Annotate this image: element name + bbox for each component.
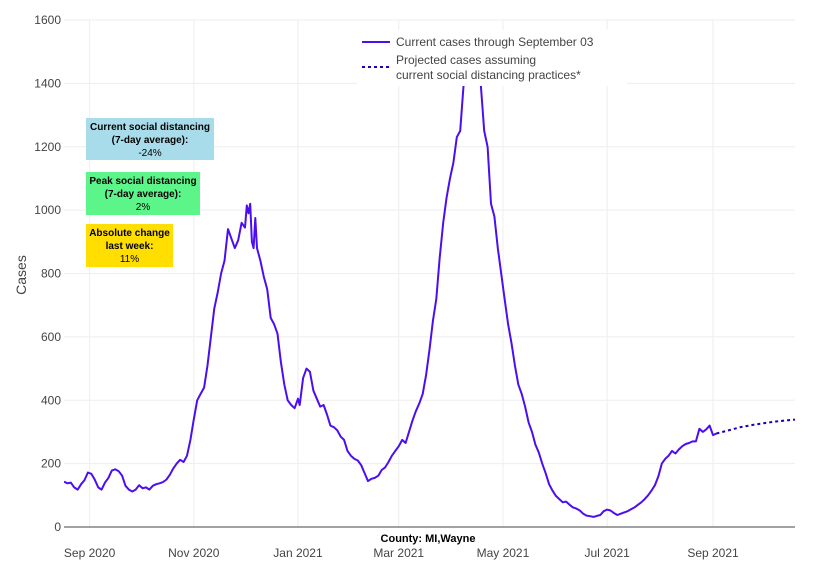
annotation-box bbox=[86, 172, 200, 215]
series-layer bbox=[64, 66, 795, 518]
projected-cases-line bbox=[716, 418, 795, 435]
annotation-box bbox=[86, 224, 173, 267]
legend-background bbox=[357, 30, 627, 86]
annotation-title: Current social distancing bbox=[90, 122, 210, 133]
legend-label-line: current social distancing practices* bbox=[396, 68, 581, 82]
y-tick-label: 200 bbox=[41, 457, 61, 471]
x-tick-label: May 2021 bbox=[477, 546, 530, 560]
annotation-value: 11% bbox=[120, 254, 139, 265]
annotation-boxes: Current social distancing (7-day average)… bbox=[86, 118, 214, 267]
legend: Current cases through September 03 Projec… bbox=[357, 30, 627, 86]
axes: 0 200 400 600 800 1000 1200 1400 1600 Sep 2020 Nov… bbox=[34, 13, 795, 560]
y-axis-label: Cases bbox=[13, 255, 29, 295]
annotation-title: last week: bbox=[106, 241, 154, 252]
current-cases-line bbox=[64, 66, 717, 518]
annotation-title: Peak social distancing bbox=[89, 176, 196, 187]
y-tick-label: 1400 bbox=[34, 76, 61, 90]
annotation-title: Absolute change bbox=[89, 228, 170, 239]
y-tick-label: 400 bbox=[41, 393, 61, 407]
legend-label-projected: Projected cases assuming current social d… bbox=[396, 53, 581, 82]
y-tick-label: 800 bbox=[41, 267, 61, 281]
annotation-box bbox=[86, 118, 214, 160]
y-tick-label: 1600 bbox=[34, 13, 61, 27]
annotation-value: 2% bbox=[136, 202, 151, 213]
county-label: County: MI,Wayne bbox=[381, 533, 476, 545]
x-tick-label: Mar 2021 bbox=[373, 546, 424, 560]
legend-label-line: Projected cases assuming bbox=[396, 53, 536, 67]
y-tick-label: 0 bbox=[54, 520, 61, 534]
x-tick-label: Jul 2021 bbox=[584, 546, 630, 560]
annotation-title: (7-day average): bbox=[105, 189, 182, 200]
x-tick-label: Nov 2020 bbox=[168, 546, 220, 560]
annotation-title: (7-day average): bbox=[112, 135, 189, 146]
grid bbox=[64, 19, 795, 527]
x-tick-label: Sep 2020 bbox=[64, 546, 116, 560]
legend-label-current: Current cases through September 03 bbox=[396, 35, 594, 49]
y-tick-label: 1000 bbox=[34, 203, 61, 217]
y-tick-label: 1200 bbox=[34, 140, 61, 154]
x-tick-label: Sep 2021 bbox=[687, 546, 739, 560]
annotation-value: -24% bbox=[138, 148, 161, 159]
y-tick-label: 600 bbox=[41, 330, 61, 344]
x-tick-label: Jan 2021 bbox=[273, 546, 323, 560]
